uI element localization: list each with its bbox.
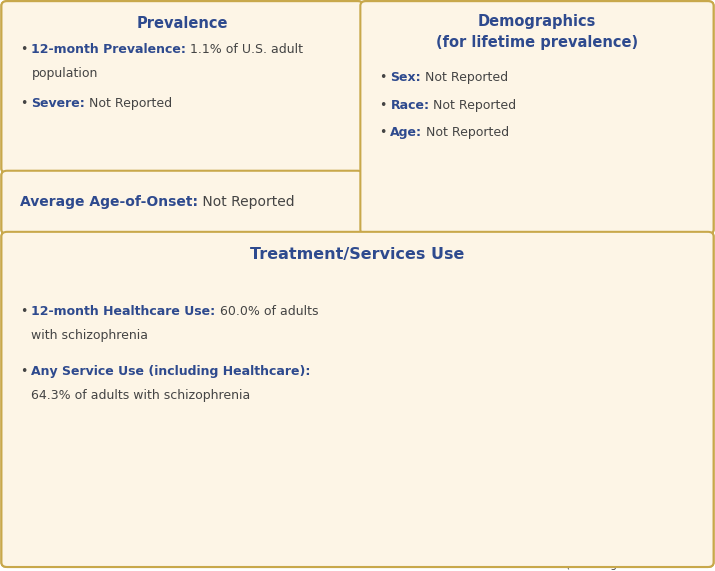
Text: Demographics: Demographics (478, 14, 596, 29)
Text: (for lifetime prevalence): (for lifetime prevalence) (436, 35, 638, 50)
Text: •: • (379, 99, 386, 112)
Polygon shape (488, 327, 498, 540)
Text: Not Reported: Not Reported (430, 99, 516, 112)
Text: Treatment/Services Use: Treatment/Services Use (250, 247, 465, 262)
Bar (420, 333, 488, 540)
Text: •: • (20, 43, 27, 56)
Text: •: • (20, 97, 27, 110)
Text: with schizophrenia: with schizophrenia (31, 329, 149, 342)
Text: •: • (20, 305, 27, 318)
Text: Not Reported: Not Reported (421, 71, 508, 85)
Text: •: • (379, 71, 386, 85)
Polygon shape (625, 313, 634, 540)
Text: 12-month Prevalence:: 12-month Prevalence: (31, 43, 187, 56)
Polygon shape (557, 313, 634, 319)
Text: Average Age-of-Onset:: Average Age-of-Onset: (20, 195, 198, 210)
Text: Sex:: Sex: (390, 71, 421, 85)
Text: 64.3% of adults with schizophrenia: 64.3% of adults with schizophrenia (31, 389, 251, 402)
Y-axis label: Percent of Those With Disorder: Percent of Those With Disorder (350, 321, 360, 483)
Text: 1.1% of U.S. adult: 1.1% of U.S. adult (187, 43, 303, 56)
Text: •: • (379, 126, 386, 139)
Text: Race:: Race: (390, 99, 430, 112)
Text: Age:: Age: (390, 126, 423, 139)
Text: Any Service Use (including Healthcare):: Any Service Use (including Healthcare): (31, 365, 311, 378)
Bar (557, 319, 625, 540)
Text: 12-month Healthcare Use:: 12-month Healthcare Use: (31, 305, 216, 318)
Text: Not Reported: Not Reported (85, 97, 172, 110)
Polygon shape (420, 327, 498, 333)
Text: Not Reported: Not Reported (423, 126, 510, 139)
Text: 64.3: 64.3 (574, 434, 607, 447)
Text: Not Reported: Not Reported (198, 195, 295, 210)
Text: Severe:: Severe: (31, 97, 85, 110)
Text: population: population (31, 67, 98, 80)
Text: 60.0: 60.0 (438, 440, 470, 453)
Text: 60.0% of adults: 60.0% of adults (216, 305, 318, 318)
Text: Prevalence: Prevalence (137, 16, 228, 31)
Text: •: • (20, 365, 27, 378)
